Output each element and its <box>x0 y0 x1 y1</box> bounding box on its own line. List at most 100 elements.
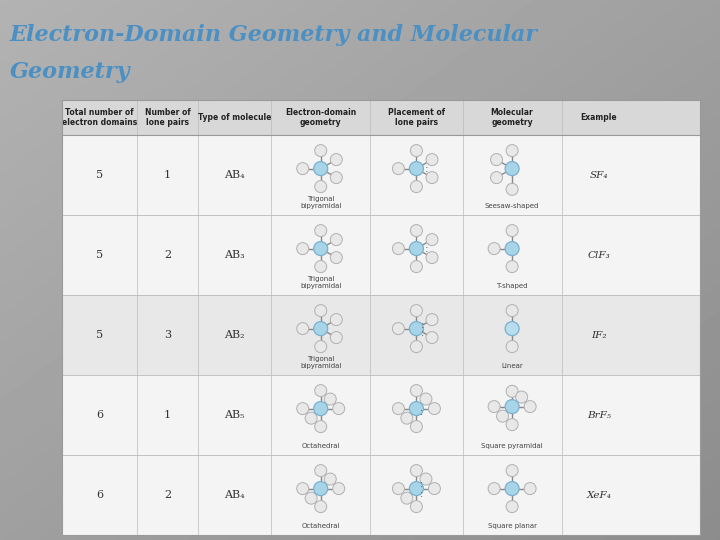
Circle shape <box>297 242 309 254</box>
Circle shape <box>392 163 405 174</box>
Text: Square pyramidal: Square pyramidal <box>481 443 543 449</box>
Circle shape <box>324 393 336 405</box>
Text: 2: 2 <box>164 490 171 500</box>
Circle shape <box>420 393 432 405</box>
Circle shape <box>315 261 327 273</box>
Circle shape <box>410 225 423 237</box>
Circle shape <box>505 400 519 414</box>
Circle shape <box>297 403 309 415</box>
Text: AB₄: AB₄ <box>224 490 245 500</box>
Bar <box>62 455 700 535</box>
Bar <box>62 100 700 535</box>
Circle shape <box>314 482 328 496</box>
Circle shape <box>516 391 528 403</box>
Bar <box>62 100 700 135</box>
Circle shape <box>410 341 423 353</box>
Text: Placement of
lone pairs: Placement of lone pairs <box>388 108 445 127</box>
Text: 1: 1 <box>164 170 171 180</box>
Text: Trigonal
bipyramidal: Trigonal bipyramidal <box>300 276 341 289</box>
Circle shape <box>506 261 518 273</box>
Circle shape <box>410 180 423 193</box>
Circle shape <box>506 464 518 477</box>
Circle shape <box>410 464 423 477</box>
Circle shape <box>426 332 438 343</box>
Circle shape <box>524 483 536 495</box>
Text: XeF₄: XeF₄ <box>586 490 611 500</box>
Circle shape <box>428 483 441 495</box>
Circle shape <box>524 401 536 413</box>
Text: :: : <box>420 478 423 489</box>
Text: 3: 3 <box>164 330 171 340</box>
Text: AB₄: AB₄ <box>224 170 245 180</box>
Bar <box>62 295 700 375</box>
Circle shape <box>505 482 519 496</box>
Circle shape <box>330 234 342 246</box>
Text: :: : <box>424 244 428 254</box>
Circle shape <box>488 483 500 495</box>
Circle shape <box>506 341 518 353</box>
Text: Number of
lone pairs: Number of lone pairs <box>145 108 191 127</box>
Circle shape <box>410 241 423 255</box>
Text: Electron-domain
geometry: Electron-domain geometry <box>285 108 356 127</box>
Circle shape <box>297 483 309 495</box>
Circle shape <box>315 341 327 353</box>
Text: 5: 5 <box>96 330 103 340</box>
Text: :: : <box>424 164 428 173</box>
Circle shape <box>297 163 309 174</box>
Text: ClF₃: ClF₃ <box>588 251 611 260</box>
Text: Seesaw-shaped: Seesaw-shaped <box>485 203 539 209</box>
Circle shape <box>305 412 318 424</box>
Circle shape <box>330 332 342 343</box>
Text: IF₂: IF₂ <box>591 330 607 340</box>
Circle shape <box>315 384 327 396</box>
Circle shape <box>410 421 423 433</box>
Circle shape <box>315 464 327 477</box>
Text: 6: 6 <box>96 490 103 500</box>
Circle shape <box>506 183 518 195</box>
Text: Trigonal
bipyramidal: Trigonal bipyramidal <box>300 196 341 209</box>
Text: AB₂: AB₂ <box>225 330 245 340</box>
Text: SF₄: SF₄ <box>590 171 608 179</box>
Circle shape <box>506 501 518 512</box>
Circle shape <box>330 153 342 166</box>
Circle shape <box>330 314 342 326</box>
Circle shape <box>315 421 327 433</box>
Text: AB₅: AB₅ <box>225 410 245 420</box>
Circle shape <box>392 322 405 335</box>
Circle shape <box>410 501 423 512</box>
Text: Octahedral: Octahedral <box>302 523 340 529</box>
Circle shape <box>314 241 328 255</box>
Circle shape <box>401 492 413 504</box>
Circle shape <box>490 172 503 184</box>
Circle shape <box>330 252 342 264</box>
Circle shape <box>305 492 318 504</box>
Text: Type of molecule: Type of molecule <box>198 113 271 122</box>
Text: T-shaped: T-shaped <box>496 283 528 289</box>
Text: Total number of
electron domains: Total number of electron domains <box>62 108 138 127</box>
Circle shape <box>410 402 423 416</box>
Circle shape <box>410 145 423 157</box>
Text: 2: 2 <box>164 250 171 260</box>
Text: Square planar: Square planar <box>487 523 536 529</box>
Text: :: : <box>420 320 423 329</box>
Circle shape <box>314 161 328 176</box>
Circle shape <box>506 305 518 316</box>
Circle shape <box>330 172 342 184</box>
Circle shape <box>506 225 518 237</box>
Circle shape <box>506 418 518 430</box>
Text: Molecular
geometry: Molecular geometry <box>491 108 534 127</box>
Bar <box>62 215 700 295</box>
Text: Example: Example <box>580 113 617 122</box>
Circle shape <box>315 145 327 157</box>
Circle shape <box>392 242 405 254</box>
Text: Trigonal
bipyramidal: Trigonal bipyramidal <box>300 356 341 369</box>
Circle shape <box>314 402 328 416</box>
Circle shape <box>324 473 336 485</box>
Circle shape <box>410 482 423 496</box>
Circle shape <box>505 241 519 255</box>
Circle shape <box>426 252 438 264</box>
Circle shape <box>505 322 519 335</box>
Bar <box>62 135 700 215</box>
Circle shape <box>428 403 441 415</box>
Circle shape <box>426 234 438 246</box>
